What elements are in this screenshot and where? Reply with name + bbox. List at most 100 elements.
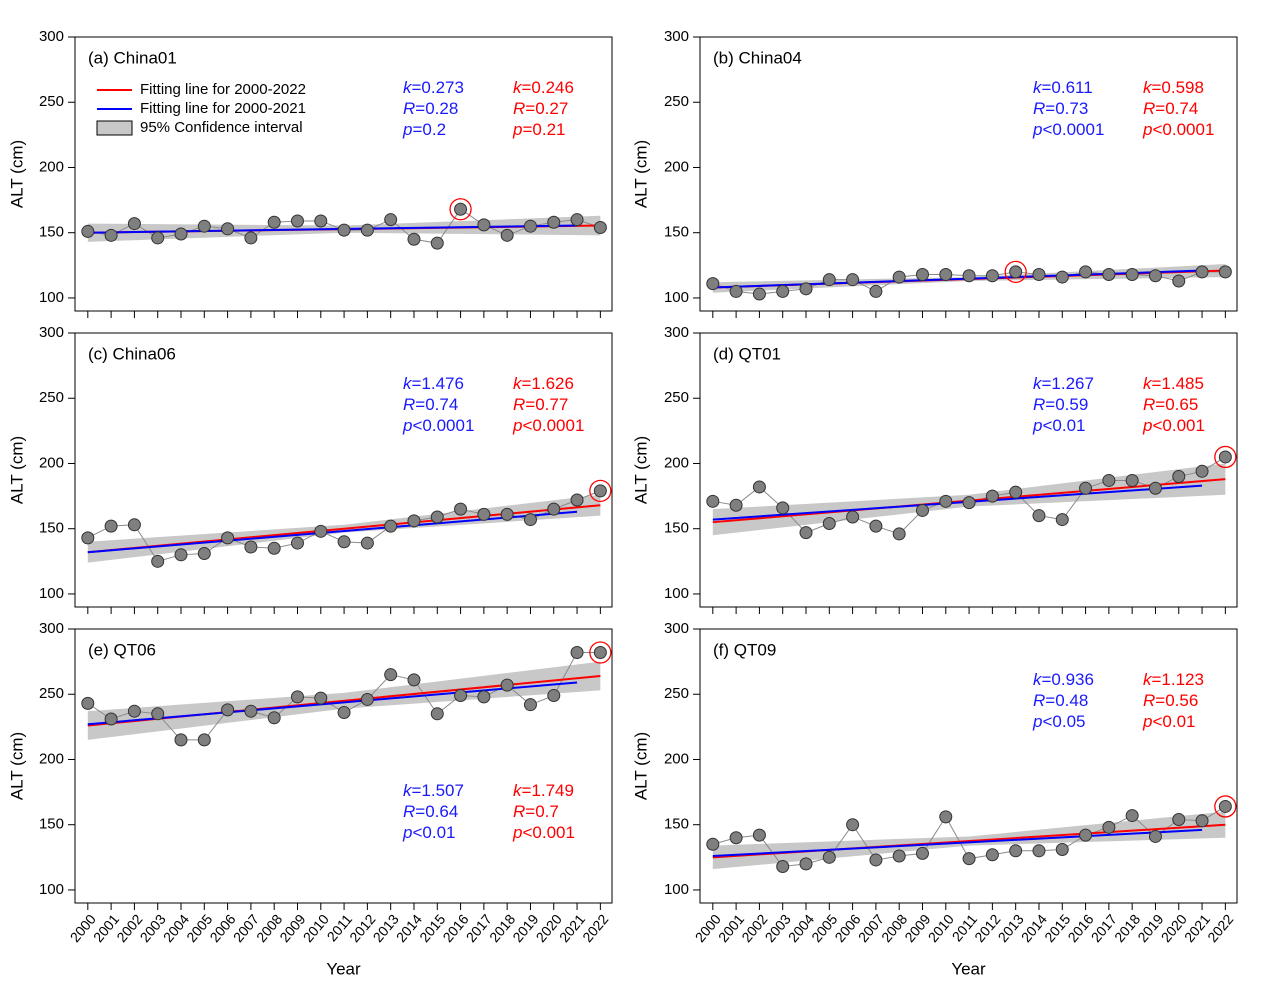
data-point xyxy=(104,228,118,242)
data-point xyxy=(1148,269,1162,283)
data-point xyxy=(454,502,468,516)
data-point xyxy=(593,484,607,498)
data-point xyxy=(939,494,953,508)
fit-line xyxy=(87,510,578,554)
data-point xyxy=(337,535,351,549)
data-point xyxy=(430,707,444,721)
panel-title: (e) QT06 xyxy=(88,640,156,659)
x-tick-label: 2021 xyxy=(556,911,588,945)
data-point xyxy=(337,706,351,720)
legend-label: Fitting line for 2000-2022 xyxy=(140,81,306,98)
stat-text: R=0.56 xyxy=(1143,691,1198,710)
stat-text: p=0.21 xyxy=(512,120,565,139)
data-point xyxy=(846,818,860,832)
stat-text: k=0.598 xyxy=(1143,78,1204,97)
x-tick-label: 2005 xyxy=(808,911,840,945)
y-tick-label: 150 xyxy=(664,816,689,833)
data-point xyxy=(454,202,468,216)
y-tick-label: 250 xyxy=(664,93,689,110)
legend-label: Fitting line for 2000-2021 xyxy=(140,100,306,117)
panel-title: (f) QT09 xyxy=(713,640,776,659)
y-tick-label: 300 xyxy=(664,28,689,45)
x-tick-label: 2010 xyxy=(925,911,957,945)
y-tick-label: 100 xyxy=(664,881,689,898)
stat-text: R=0.64 xyxy=(403,802,458,821)
stat-text: k=1.123 xyxy=(1143,670,1204,689)
data-point xyxy=(290,690,304,704)
stat-text: k=1.626 xyxy=(513,374,574,393)
y-tick-label: 100 xyxy=(39,881,64,898)
y-tick-label: 250 xyxy=(664,685,689,702)
stat-text: R=0.59 xyxy=(1033,395,1088,414)
highlight-ring xyxy=(589,641,612,664)
data-point xyxy=(454,689,468,703)
data-point xyxy=(1009,844,1023,858)
x-tick-label: 2019 xyxy=(1134,911,1166,945)
stat-text: p<0.01 xyxy=(1142,712,1195,731)
plot-frame xyxy=(74,628,613,904)
data-point xyxy=(799,282,813,296)
x-tick-label: 2018 xyxy=(486,911,518,945)
data-point xyxy=(846,510,860,524)
y-tick-label: 300 xyxy=(664,620,689,637)
data-point xyxy=(337,223,351,237)
data-point xyxy=(1032,509,1046,523)
stat-text: p<0.001 xyxy=(1142,416,1205,435)
x-tick-label: 2016 xyxy=(1064,911,1096,945)
data-point xyxy=(706,837,720,851)
data-point xyxy=(151,707,165,721)
data-point xyxy=(1195,464,1209,478)
data-point xyxy=(360,692,374,706)
data-point xyxy=(1055,843,1069,857)
data-point xyxy=(267,541,281,555)
data-point xyxy=(314,691,328,705)
plot-frame xyxy=(699,332,1238,608)
legend-label: 95% Confidence interval xyxy=(140,119,303,136)
y-axis-label: ALT (cm) xyxy=(631,140,650,208)
data-point xyxy=(706,277,720,291)
x-tick-label: 2020 xyxy=(1158,911,1190,945)
data-point xyxy=(384,213,398,227)
data-point xyxy=(267,711,281,725)
data-point xyxy=(729,284,743,298)
data-point xyxy=(1172,812,1186,826)
y-tick-label: 250 xyxy=(39,389,64,406)
y-tick-label: 250 xyxy=(664,389,689,406)
x-axis-label: Year xyxy=(951,959,986,978)
data-point xyxy=(915,846,929,860)
y-tick-label: 100 xyxy=(39,289,64,306)
data-point xyxy=(1172,470,1186,484)
stat-text: k=1.507 xyxy=(403,781,464,800)
data-point xyxy=(81,531,95,545)
data-point xyxy=(500,678,514,692)
data-point xyxy=(151,231,165,245)
data-point xyxy=(752,287,766,301)
data-point xyxy=(547,689,561,703)
data-point xyxy=(1218,450,1232,464)
data-point xyxy=(197,219,211,233)
data-point xyxy=(729,831,743,845)
data-point xyxy=(915,503,929,517)
panel-title: (c) China06 xyxy=(88,344,176,363)
data-point xyxy=(822,273,836,287)
x-tick-label: 2000 xyxy=(67,911,99,945)
data-point xyxy=(892,849,906,863)
data-point xyxy=(752,828,766,842)
stat-text: R=0.28 xyxy=(403,99,458,118)
x-tick-label: 2019 xyxy=(509,911,541,945)
stat-text: p=0.2 xyxy=(402,120,446,139)
data-point xyxy=(915,267,929,281)
x-tick-label: 2020 xyxy=(533,911,565,945)
data-point xyxy=(1195,265,1209,279)
data-point xyxy=(822,850,836,864)
x-tick-label: 2021 xyxy=(1181,911,1213,945)
data-point xyxy=(197,733,211,747)
highlight-ring xyxy=(449,198,472,221)
x-tick-label: 2001 xyxy=(715,911,747,945)
data-point xyxy=(290,214,304,228)
data-point xyxy=(706,494,720,508)
data-point xyxy=(174,548,188,562)
highlight-ring xyxy=(1214,445,1237,469)
x-tick-label: 2009 xyxy=(276,911,308,945)
x-tick-label: 2006 xyxy=(831,911,863,945)
